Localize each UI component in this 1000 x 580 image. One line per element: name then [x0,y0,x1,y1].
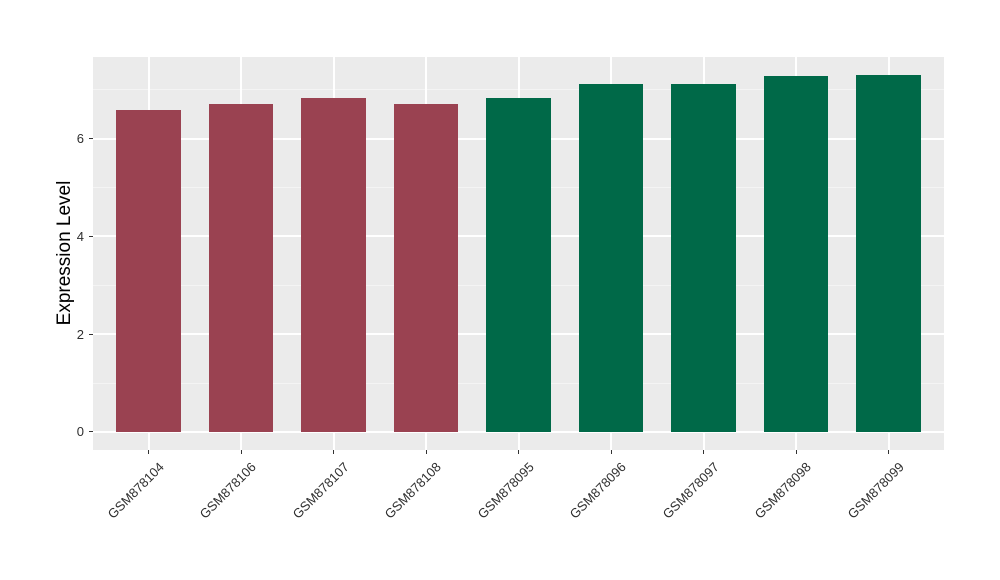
bar [208,103,274,432]
y-tick-label: 2 [76,326,84,342]
y-tick-label: 0 [76,424,84,440]
x-tick-label: GSM878107 [289,459,352,522]
bar [578,83,644,432]
x-tick [425,450,427,454]
y-axis-title: Expression Level [54,180,75,326]
x-tick-label: GSM878106 [196,459,259,522]
y-tick [89,333,93,335]
x-tick [703,450,704,454]
x-tick-label: GSM878099 [844,459,907,522]
x-tick [148,450,149,454]
x-tick-label: GSM878098 [751,459,814,522]
bar [486,97,551,432]
x-tick [333,450,334,454]
y-tick-label: 6 [76,131,84,147]
x-tick [795,450,797,454]
x-tick-label: GSM878104 [104,459,167,522]
y-tick [89,235,93,237]
x-tick [610,450,612,454]
y-tick [89,138,93,140]
y-tick-label: 4 [76,228,84,244]
bar [301,98,366,432]
x-tick-label: GSM878096 [566,459,629,522]
x-tick-label: GSM878108 [381,459,444,522]
x-tick [240,450,242,454]
bar [671,84,736,432]
bar [856,74,921,432]
bar [116,110,181,432]
x-tick-label: GSM878097 [659,459,722,522]
bar [393,104,459,432]
y-tick [89,431,93,433]
x-tick [888,450,889,454]
bar [763,75,829,432]
x-tick [518,450,519,454]
x-tick-label: GSM878095 [474,459,537,522]
